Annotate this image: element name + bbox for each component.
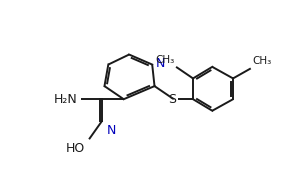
Text: H₂N: H₂N — [54, 93, 77, 106]
Text: N: N — [107, 124, 116, 137]
Text: N: N — [156, 57, 166, 70]
Text: S: S — [168, 93, 176, 106]
Text: HO: HO — [66, 142, 85, 154]
Text: CH₃: CH₃ — [155, 55, 174, 65]
Text: CH₃: CH₃ — [252, 56, 271, 66]
